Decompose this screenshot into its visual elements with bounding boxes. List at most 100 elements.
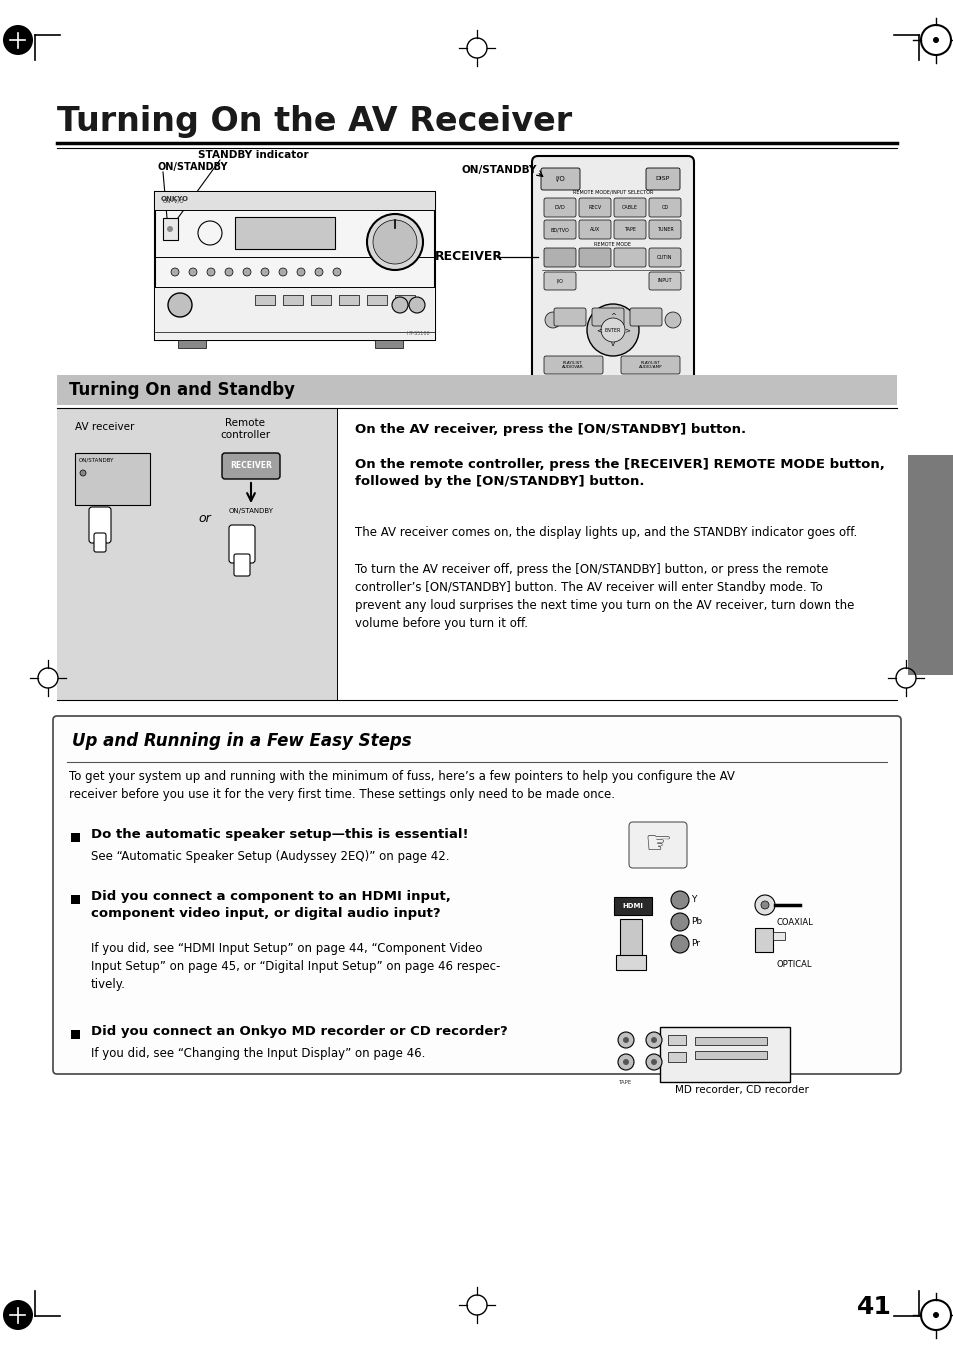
Circle shape [367, 213, 422, 270]
FancyBboxPatch shape [614, 220, 645, 239]
Text: ON•V/O: ON•V/O [163, 199, 185, 204]
Text: AV receiver: AV receiver [75, 422, 134, 432]
Circle shape [80, 470, 86, 476]
Bar [667, 1052, 685, 1062]
Circle shape [243, 267, 251, 276]
Bar [154, 286, 435, 340]
Text: If you did, see “Changing the Input Display” on page 46.: If you did, see “Changing the Input Disp… [91, 1047, 425, 1061]
FancyBboxPatch shape [578, 249, 610, 267]
Text: ON/STANDBY: ON/STANDBY [79, 457, 114, 462]
Text: CD: CD [660, 205, 668, 209]
Text: TUNER: TUNER [656, 227, 673, 232]
Bar [283, 295, 303, 305]
Text: If you did, see “HDMI Input Setup” on page 44, “Component Video
Input Setup” on : If you did, see “HDMI Input Setup” on pa… [91, 942, 500, 992]
Bar [178, 340, 206, 349]
FancyBboxPatch shape [89, 507, 111, 543]
FancyBboxPatch shape [543, 220, 576, 239]
Bar [907, 455, 953, 676]
Text: Pb: Pb [690, 917, 701, 927]
Circle shape [932, 1312, 938, 1319]
Text: COAXIAL: COAXIAL [776, 917, 813, 927]
Text: MD recorder, CD recorder: MD recorder, CD recorder [675, 1085, 808, 1096]
Bar [695, 1038, 766, 1046]
FancyBboxPatch shape [592, 308, 623, 326]
Bar [234, 218, 335, 249]
Text: I/O: I/O [555, 176, 564, 182]
Bar [154, 192, 435, 340]
Circle shape [618, 1054, 634, 1070]
Text: On the AV receiver, press the [ON/STANDBY] button.: On the AV receiver, press the [ON/STANDB… [355, 423, 745, 436]
Circle shape [392, 297, 408, 313]
Text: BD/TVO: BD/TVO [550, 227, 569, 232]
Text: INPUT: INPUT [657, 278, 672, 284]
Bar [395, 295, 415, 305]
Circle shape [278, 267, 287, 276]
Text: ONKYO: ONKYO [161, 196, 189, 203]
Circle shape [544, 312, 560, 328]
FancyBboxPatch shape [543, 272, 576, 290]
Circle shape [409, 297, 424, 313]
Bar [57, 376, 896, 405]
Bar [154, 192, 435, 209]
Circle shape [664, 312, 680, 328]
FancyBboxPatch shape [648, 220, 680, 239]
Circle shape [622, 1059, 628, 1065]
Circle shape [333, 267, 340, 276]
Bar [57, 408, 336, 700]
Text: OPTICAL: OPTICAL [776, 961, 812, 969]
Text: REMOTE MODE: REMOTE MODE [594, 242, 631, 247]
Text: 41: 41 [856, 1296, 891, 1319]
Bar [75, 453, 150, 505]
Text: HT-S5100: HT-S5100 [406, 331, 430, 336]
Circle shape [168, 293, 192, 317]
Text: I/O: I/O [556, 278, 563, 284]
Text: STANDBY indicator: STANDBY indicator [198, 150, 309, 159]
Text: To get your system up and running with the minimum of fuss, here’s a few pointer: To get your system up and running with t… [69, 770, 734, 801]
Text: ON/STANDBY: ON/STANDBY [461, 165, 537, 176]
Text: REMOTE MODE/INPUT SELECTOR: REMOTE MODE/INPUT SELECTOR [572, 189, 653, 195]
Text: HDMI: HDMI [622, 902, 642, 909]
Bar [71, 894, 80, 904]
Circle shape [171, 267, 179, 276]
FancyBboxPatch shape [614, 199, 645, 218]
Text: Pr: Pr [690, 939, 700, 948]
FancyBboxPatch shape [645, 168, 679, 190]
Circle shape [650, 1038, 657, 1043]
Bar [71, 1029, 80, 1039]
Circle shape [600, 317, 624, 342]
Bar [163, 218, 178, 240]
Text: Did you connect an Onkyo MD recorder or CD recorder?: Did you connect an Onkyo MD recorder or … [91, 1025, 507, 1038]
FancyBboxPatch shape [540, 168, 579, 190]
FancyBboxPatch shape [554, 308, 585, 326]
FancyBboxPatch shape [222, 453, 280, 480]
Text: The AV receiver comes on, the display lights up, and the STANDBY indicator goes : The AV receiver comes on, the display li… [355, 526, 857, 539]
FancyBboxPatch shape [648, 249, 680, 267]
FancyBboxPatch shape [659, 1027, 789, 1082]
FancyBboxPatch shape [754, 928, 772, 952]
Text: Up and Running in a Few Easy Steps: Up and Running in a Few Easy Steps [71, 732, 411, 750]
FancyBboxPatch shape [648, 199, 680, 218]
Circle shape [373, 220, 416, 263]
Circle shape [670, 913, 688, 931]
Text: <: < [595, 327, 601, 332]
Text: PLAY/LIST
AUDIOVAR.: PLAY/LIST AUDIOVAR. [561, 361, 584, 369]
FancyBboxPatch shape [578, 220, 610, 239]
Circle shape [207, 267, 214, 276]
Text: AUX: AUX [589, 227, 599, 232]
Bar [254, 295, 274, 305]
Bar [375, 340, 402, 349]
Circle shape [670, 892, 688, 909]
FancyBboxPatch shape [229, 526, 254, 563]
FancyBboxPatch shape [619, 919, 641, 957]
FancyBboxPatch shape [578, 199, 610, 218]
Bar [71, 834, 80, 842]
Circle shape [314, 267, 323, 276]
Circle shape [296, 267, 305, 276]
FancyBboxPatch shape [614, 249, 645, 267]
Circle shape [3, 1300, 33, 1329]
FancyBboxPatch shape [543, 199, 576, 218]
Circle shape [167, 226, 172, 232]
FancyBboxPatch shape [628, 821, 686, 867]
Bar [367, 295, 387, 305]
FancyBboxPatch shape [543, 357, 602, 374]
